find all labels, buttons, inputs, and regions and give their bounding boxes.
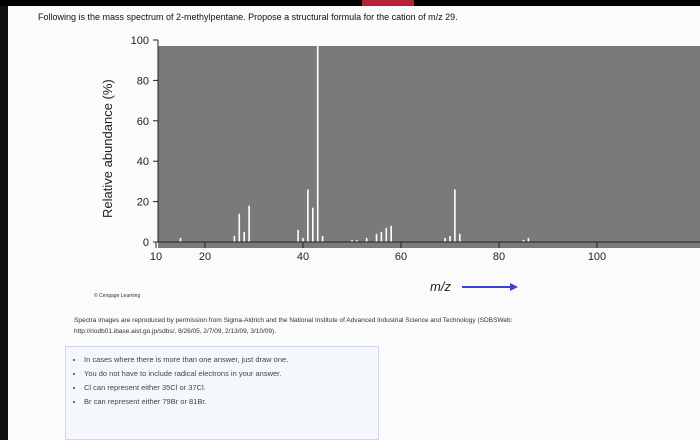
x-tick-label-20: 20	[199, 251, 211, 263]
y-tick-label-0: 0	[143, 237, 149, 249]
note-item: Br can represent either 79Br or 81Br.	[84, 397, 378, 406]
y-tick-label-100: 100	[131, 35, 149, 47]
y-tick-label-60: 60	[137, 116, 149, 128]
spectra-source: Spectra images are reproduced by permiss…	[74, 315, 700, 337]
x-tick-label-80: 80	[493, 251, 505, 263]
notes-box: In cases where there is more than one an…	[65, 346, 379, 440]
y-axis-label: Relative abundance (%)	[100, 79, 115, 218]
x-tick-label-60: 60	[395, 251, 407, 263]
source-line-2: http://riodb01.ibase.aist.go.jp/sdbs/, 8…	[74, 328, 277, 335]
x-tick-label-40: 40	[297, 251, 309, 263]
cengage-credit: © Cengage Learning	[94, 293, 141, 299]
x-axis-arrowhead	[510, 283, 518, 291]
references-tab[interactable]	[362, 0, 414, 6]
y-tick-label-20: 20	[137, 197, 149, 209]
axes-group: 0 20 40 60 80 100 10 20 40 60 80 100	[131, 35, 700, 263]
note-item: Cl can represent either 35Cl or 37Cl.	[84, 383, 378, 392]
source-line-1: Spectra images are reproduced by permiss…	[74, 317, 513, 324]
x-axis-label: m/z	[430, 279, 451, 294]
x-tick-label-100: 100	[588, 251, 606, 263]
y-tick-label-40: 40	[137, 156, 149, 168]
note-item: You do not have to include radical elect…	[84, 369, 378, 378]
browser-top-bar	[0, 0, 700, 6]
y-tick-label-80: 80	[137, 75, 149, 87]
note-item: In cases where there is more than one an…	[84, 355, 378, 364]
peaks-group	[179, 40, 530, 242]
left-edge-strip	[0, 6, 8, 440]
x-tick-label-10: 10	[150, 251, 162, 263]
question-text: Following is the mass spectrum of 2-meth…	[38, 12, 458, 22]
